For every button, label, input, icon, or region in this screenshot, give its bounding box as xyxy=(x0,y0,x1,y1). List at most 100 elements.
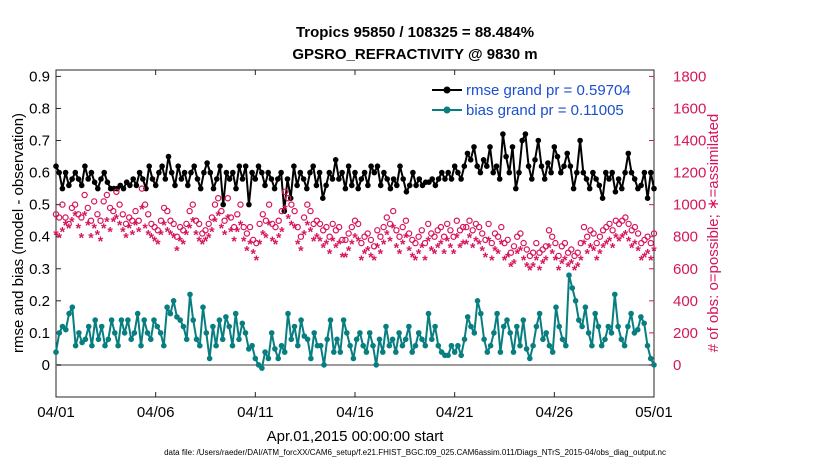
obs-possible-point xyxy=(288,201,295,208)
obs-assimilated-point: * xyxy=(626,233,632,249)
obs-possible-point xyxy=(402,217,410,224)
obs-assimilated-point: * xyxy=(464,236,470,252)
bias-point xyxy=(576,317,582,323)
obs-possible-point xyxy=(647,239,655,247)
obs-assimilated-point: * xyxy=(604,236,610,252)
bias-point xyxy=(500,323,507,330)
obs-assimilated-point: * xyxy=(425,233,431,249)
obs-assimilated-point: * xyxy=(635,243,641,259)
obs-possible-point xyxy=(100,198,107,205)
rmse-point xyxy=(609,169,615,176)
rmse-point xyxy=(477,169,484,176)
obs-possible-point xyxy=(316,220,324,228)
bias-point xyxy=(468,323,474,330)
bias-point xyxy=(259,365,265,371)
obs-assimilated-point: * xyxy=(584,246,590,262)
bias-point xyxy=(464,314,471,320)
bias-point xyxy=(651,362,657,368)
bias-point xyxy=(569,285,576,291)
rmse-point xyxy=(561,163,567,169)
obs-assimilated-point: * xyxy=(317,233,323,249)
obs-possible-point xyxy=(539,246,546,253)
bias-point xyxy=(154,323,161,330)
rmse-point xyxy=(513,185,519,192)
obs-possible-point xyxy=(434,227,441,234)
obs-possible-point xyxy=(285,194,292,202)
bias-point xyxy=(229,342,236,349)
chart-title: Tropics 95850 / 108325 = 88.484% xyxy=(295,24,535,41)
obs-assimilated-point: * xyxy=(231,233,237,249)
obs-assimilated-point: * xyxy=(489,252,495,268)
rmse-point xyxy=(75,176,82,182)
obs-assimilated-point: * xyxy=(648,252,654,268)
rmse-point xyxy=(461,163,468,169)
y-tick-label-right: 600 xyxy=(673,261,698,278)
bias-point xyxy=(347,342,353,349)
bias-point xyxy=(249,342,255,349)
obs-assimilated-point: * xyxy=(549,246,555,262)
obs-possible-point xyxy=(405,230,413,237)
obs-possible-point xyxy=(447,227,454,234)
obs-assimilated-point: * xyxy=(184,227,190,243)
obs-possible-point xyxy=(514,233,521,240)
bias-point xyxy=(72,342,79,349)
obs-possible-point xyxy=(320,227,327,234)
obs-possible-point xyxy=(393,227,400,234)
rmse-point xyxy=(320,195,326,201)
obs-possible-point xyxy=(275,217,282,224)
obs-assimilated-point: * xyxy=(101,220,107,236)
obs-possible-point xyxy=(81,191,88,199)
rmse-point xyxy=(59,185,66,192)
rmse-point xyxy=(558,169,564,176)
bias-point xyxy=(425,310,432,317)
obs-assimilated-point: * xyxy=(394,239,400,255)
rmse-point xyxy=(88,169,95,176)
obs-possible-point xyxy=(358,239,365,247)
obs-assimilated-point: * xyxy=(295,236,301,252)
obs-possible-point xyxy=(148,220,155,228)
obs-possible-point xyxy=(603,223,610,231)
obs-assimilated-point: * xyxy=(508,259,514,275)
obs-assimilated-point: * xyxy=(244,243,250,259)
obs-assimilated-point: * xyxy=(600,239,606,255)
obs-assimilated-point: * xyxy=(343,249,349,265)
obs-possible-point xyxy=(380,223,387,231)
rmse-point xyxy=(596,182,603,189)
obs-possible-point xyxy=(237,201,244,208)
y-tick-label-right: 800 xyxy=(673,229,698,246)
obs-assimilated-point: * xyxy=(142,220,148,236)
rmse-point xyxy=(522,131,529,137)
rmse-point xyxy=(101,169,107,176)
rmse-point xyxy=(455,169,461,176)
obs-possible-point xyxy=(609,227,616,234)
obs-possible-point xyxy=(517,230,524,237)
x-tick-label: 04/11 xyxy=(237,404,273,421)
obs-possible-point xyxy=(390,207,397,215)
rmse-point xyxy=(165,153,172,160)
rmse-point xyxy=(471,144,477,150)
rmse-point xyxy=(294,182,300,189)
rmse-point xyxy=(162,176,169,182)
obs-possible-point xyxy=(631,223,639,231)
bias-point xyxy=(497,349,504,355)
obs-assimilated-point: * xyxy=(285,211,291,227)
rmse-point xyxy=(458,176,464,182)
obs-possible-point xyxy=(584,233,591,240)
rmse-point xyxy=(413,182,419,189)
obs-assimilated-point: * xyxy=(629,239,635,255)
bias-point xyxy=(481,336,487,343)
obs-assimilated-point: * xyxy=(616,233,622,249)
obs-possible-point xyxy=(160,204,168,212)
obs-assimilated-point: * xyxy=(336,236,342,252)
obs-assimilated-point: * xyxy=(298,243,304,259)
bias-point xyxy=(478,310,484,317)
bias-point xyxy=(399,342,406,349)
legend-rmse-marker xyxy=(443,86,451,94)
rmse-point xyxy=(98,176,104,182)
bias-point xyxy=(559,336,566,343)
obs-possible-point xyxy=(253,239,260,247)
rmse-point xyxy=(72,169,79,176)
rmse-point xyxy=(500,131,506,137)
obs-assimilated-point: * xyxy=(215,207,221,223)
obs-assimilated-point: * xyxy=(381,236,387,252)
